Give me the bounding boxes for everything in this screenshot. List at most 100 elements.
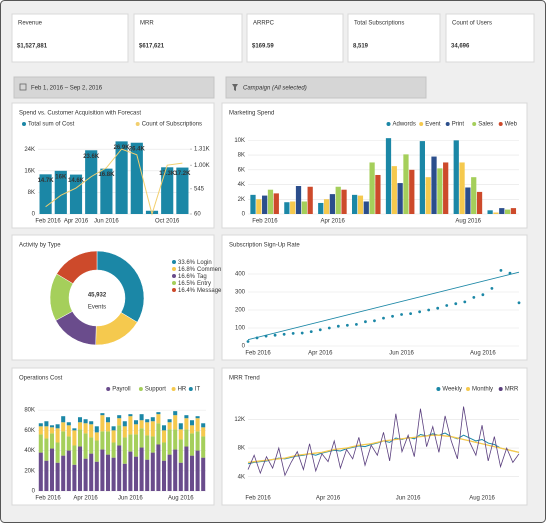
legend-label: Payroll	[112, 387, 130, 393]
bar	[167, 419, 172, 423]
x-tick-label: Jun 2016	[396, 496, 421, 502]
y-tick-label: 40K	[24, 448, 35, 454]
legend-marker	[138, 387, 143, 391]
bar	[173, 415, 178, 430]
legend-label: 16.5% Entry	[178, 281, 211, 287]
bar	[363, 201, 369, 214]
bar	[128, 414, 133, 417]
bar	[409, 169, 415, 214]
bar	[72, 445, 77, 465]
bar	[195, 418, 200, 432]
bar	[145, 459, 150, 491]
y-tick-label: 10K	[234, 138, 245, 144]
point	[409, 312, 412, 315]
legend-label: HR	[178, 387, 187, 393]
bar	[133, 424, 139, 435]
legend-marker	[436, 387, 441, 391]
legend-label: 16.8% Comment	[178, 267, 223, 273]
bar	[476, 191, 483, 214]
bar	[189, 433, 195, 456]
bar	[341, 189, 347, 214]
point	[499, 269, 503, 272]
legend-label: Monthly	[472, 387, 493, 393]
bar	[89, 437, 94, 454]
bar	[189, 455, 195, 491]
y-tick-label: 0	[242, 344, 246, 350]
point	[445, 304, 449, 307]
y-tick-label: 8K	[238, 446, 245, 452]
point	[436, 306, 440, 310]
bar	[89, 424, 94, 438]
point	[418, 310, 422, 314]
center-label: 45,932	[88, 293, 107, 299]
point	[472, 296, 476, 299]
y-tick-label: 4K	[238, 474, 245, 480]
point	[400, 313, 403, 316]
y2-tick-label: 1.00K	[194, 163, 210, 169]
campaign-filter[interactable]	[225, 76, 427, 99]
bar	[161, 430, 167, 443]
kpi-card	[133, 13, 243, 63]
legend-marker	[466, 387, 470, 391]
y-tick-label: 0	[242, 212, 246, 218]
bar	[167, 422, 172, 430]
y2-tick-label: 1.31K	[194, 147, 210, 153]
bar	[323, 199, 330, 214]
point	[282, 332, 286, 336]
legend-label: Web	[505, 122, 518, 128]
x-tick-label: Feb 2016	[35, 219, 61, 225]
legend-category: Tag	[197, 274, 207, 280]
y-tick-label: 20K	[24, 468, 35, 474]
value-label: 23.6K	[83, 154, 100, 160]
bar	[89, 421, 94, 425]
bar	[184, 418, 189, 430]
bar	[117, 415, 122, 419]
x-tick-label: Feb 2016	[245, 496, 271, 502]
legend-marker	[472, 122, 477, 126]
bar	[44, 460, 49, 491]
bar	[100, 449, 105, 491]
line	[45, 148, 183, 216]
bar	[139, 447, 144, 491]
x-tick-label: Aug 2016	[455, 219, 481, 225]
bar	[122, 426, 127, 438]
point	[345, 323, 349, 327]
legend-value: 33.6%	[178, 260, 196, 266]
chart-title: Activity by Type	[19, 243, 61, 249]
bar	[61, 422, 66, 432]
kpi-label: Total Subscriptions	[354, 21, 404, 27]
y-tick-label: 12K	[234, 417, 245, 423]
bar	[419, 141, 425, 214]
bar	[100, 413, 105, 416]
bar	[351, 194, 358, 214]
y-tick-label: 8K	[28, 190, 35, 196]
date-filter[interactable]	[13, 76, 215, 99]
bar	[290, 201, 296, 214]
x-tick-label: Aug 2016	[168, 496, 194, 502]
bar	[85, 150, 98, 214]
bar	[105, 454, 111, 491]
bar	[55, 442, 60, 463]
bar	[453, 140, 459, 214]
bar	[195, 431, 200, 451]
bar	[83, 433, 88, 459]
legend-marker	[386, 122, 391, 126]
kpi-value: $1,527,881	[17, 44, 48, 50]
kpi-value: $169.59	[252, 44, 274, 50]
campaign-filter-label: Campaign (All selected)	[243, 86, 307, 92]
bar	[465, 187, 471, 214]
bar	[72, 428, 77, 431]
legend-label: Sales	[478, 122, 493, 128]
point	[490, 287, 494, 290]
legend-value: 16.4%	[178, 288, 196, 294]
bar	[139, 428, 144, 448]
panel	[221, 234, 528, 361]
bar	[111, 426, 116, 431]
bar	[176, 167, 189, 214]
bar	[267, 189, 274, 214]
legend-marker	[419, 122, 424, 126]
point	[246, 340, 250, 343]
kpi-value: $617,621	[139, 44, 165, 50]
